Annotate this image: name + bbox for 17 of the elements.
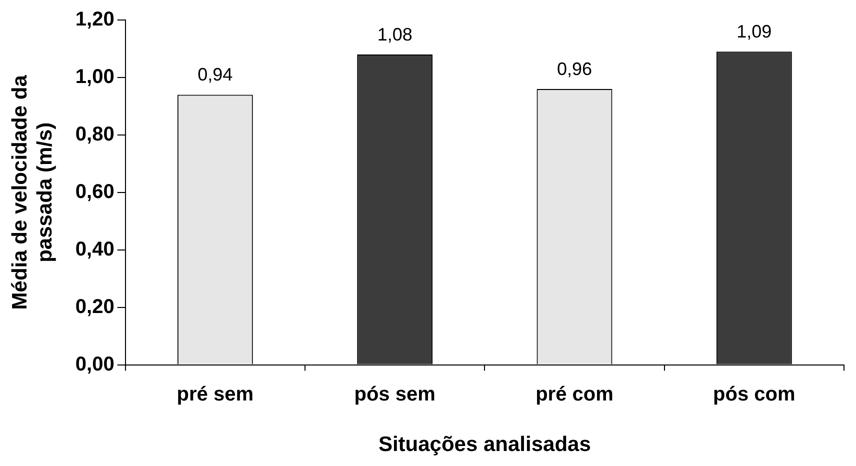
x-tick-label: pré com	[536, 383, 614, 406]
data-label: 1,08	[377, 24, 412, 44]
y-tick-label: 1,00	[75, 66, 114, 88]
y-tick-label: 0,40	[75, 238, 114, 260]
y-tick-label: 0,80	[75, 123, 114, 146]
data-label: 0,96	[556, 58, 592, 79]
data-label: 0,94	[198, 64, 233, 85]
y-tick-label: 0,00	[75, 353, 114, 376]
x-tick-label: pré sem	[176, 383, 254, 406]
x-tick-label: pós com	[713, 383, 796, 406]
y-tick-label: 1,20	[75, 8, 114, 31]
y-axis-title: Média de velocidade da passada (m/s)	[8, 74, 57, 310]
data-label: 1,09	[736, 22, 772, 42]
x-tick-label: pós sem	[354, 383, 436, 406]
x-axis-title: Situações analisadas	[378, 433, 591, 456]
y-tick-label: 0,20	[75, 296, 114, 318]
y-tick-label: 0,60	[75, 180, 114, 203]
